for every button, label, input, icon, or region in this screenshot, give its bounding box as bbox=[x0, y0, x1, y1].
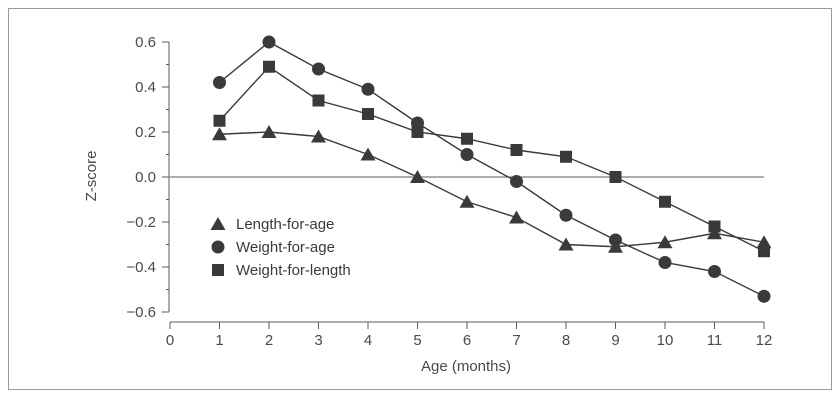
x-tick-label: 11 bbox=[707, 332, 723, 349]
data-point-length-for-age bbox=[212, 127, 227, 141]
legend-item-length-for-age: Length-for-age bbox=[210, 216, 334, 233]
y-tick-label: 0.4 bbox=[135, 79, 156, 96]
data-point-length-for-age bbox=[707, 226, 722, 240]
data-point-weight-for-length bbox=[213, 114, 226, 127]
data-point-length-for-age bbox=[459, 194, 475, 208]
data-point-weight-for-length bbox=[461, 132, 473, 145]
data-point-weight-for-age bbox=[213, 76, 226, 89]
data-point-length-for-age bbox=[311, 129, 326, 143]
data-point-length-for-age bbox=[360, 147, 376, 161]
x-tick-label: 12 bbox=[756, 332, 773, 349]
series-group bbox=[212, 35, 772, 303]
data-point-weight-for-length bbox=[659, 195, 671, 208]
series-length-for-age bbox=[212, 125, 772, 253]
x-tick-label: 5 bbox=[413, 332, 421, 349]
data-point-weight-for-age bbox=[312, 62, 325, 76]
y-tick-label: 0.6 bbox=[135, 34, 156, 51]
data-point-weight-for-length bbox=[411, 126, 424, 138]
legend-item-weight-for-length: Weight-for-length bbox=[212, 262, 351, 279]
data-point-weight-for-length bbox=[609, 171, 622, 183]
y-tick-label: 0.2 bbox=[135, 124, 156, 141]
data-point-weight-for-age bbox=[559, 208, 573, 222]
data-point-weight-for-length bbox=[758, 245, 770, 258]
y-tick-label: 0.0 bbox=[135, 169, 156, 186]
data-point-weight-for-length bbox=[312, 94, 325, 107]
axes: 0.60.40.20.0−0.2−0.4−0.60 1 2 3 4 5 6 7 8 9 10 11 12 bbox=[126, 34, 772, 349]
y-axis-title: Z-score bbox=[83, 151, 100, 202]
x-tick-label: 4 bbox=[364, 332, 372, 349]
x-axis-title: Age (months) bbox=[421, 358, 511, 375]
data-point-weight-for-age bbox=[262, 35, 276, 49]
data-point-length-for-age bbox=[657, 235, 673, 249]
data-point-weight-for-length bbox=[510, 144, 523, 156]
legend-marker-weight-for-age bbox=[211, 240, 225, 254]
data-point-length-for-age bbox=[509, 210, 524, 224]
x-tick-label: 7 bbox=[512, 332, 520, 349]
x-tick-label: 10 bbox=[657, 332, 674, 349]
legend-label-length-for-age: Length-for-age bbox=[236, 216, 334, 233]
x-tick-label: 2 bbox=[265, 332, 273, 349]
data-point-weight-for-age bbox=[460, 148, 474, 161]
x-tick-label: 6 bbox=[463, 332, 471, 349]
y-tick-label: −0.2 bbox=[126, 214, 156, 231]
y-tick-label: −0.4 bbox=[126, 259, 156, 276]
x-tick-label: 3 bbox=[314, 332, 322, 349]
x-tick-label: 1 bbox=[215, 332, 223, 349]
data-point-weight-for-age bbox=[708, 265, 721, 278]
legend-marker-weight-for-length bbox=[212, 264, 224, 276]
series-weight-for-age bbox=[213, 35, 771, 303]
data-point-weight-for-length bbox=[263, 60, 275, 73]
data-point-length-for-age bbox=[261, 125, 277, 138]
legend-label-weight-for-age: Weight-for-age bbox=[236, 239, 335, 256]
series-weight-for-length bbox=[213, 60, 770, 258]
legend-item-weight-for-age: Weight-for-age bbox=[211, 239, 335, 256]
x-tick-label: 8 bbox=[562, 332, 570, 349]
data-point-weight-for-age bbox=[510, 175, 523, 188]
legend: Length-for-age Weight-for-age Weight-for-l… bbox=[210, 216, 351, 279]
data-point-length-for-age bbox=[410, 170, 425, 183]
data-point-weight-for-age bbox=[361, 82, 375, 96]
data-point-weight-for-length bbox=[362, 108, 374, 120]
data-point-weight-for-length bbox=[708, 220, 721, 233]
data-point-length-for-age bbox=[756, 235, 772, 249]
chart-frame bbox=[8, 8, 832, 390]
series-line-weight-for-length bbox=[218, 65, 765, 252]
y-tick-label: −0.6 bbox=[126, 304, 156, 321]
data-point-weight-for-age bbox=[609, 233, 622, 247]
data-point-weight-for-age bbox=[757, 289, 771, 303]
series-line-length-for-age bbox=[219, 131, 765, 248]
data-point-weight-for-length bbox=[560, 150, 572, 163]
x-tick-label: 9 bbox=[611, 332, 619, 349]
legend-marker-length-for-age bbox=[210, 217, 226, 230]
series-line-weight-for-age bbox=[219, 41, 765, 297]
legend-label-weight-for-length: Weight-for-length bbox=[236, 262, 351, 279]
data-point-weight-for-age bbox=[658, 256, 672, 269]
x-tick-label: 0 bbox=[166, 332, 174, 349]
data-point-length-for-age bbox=[558, 237, 574, 251]
